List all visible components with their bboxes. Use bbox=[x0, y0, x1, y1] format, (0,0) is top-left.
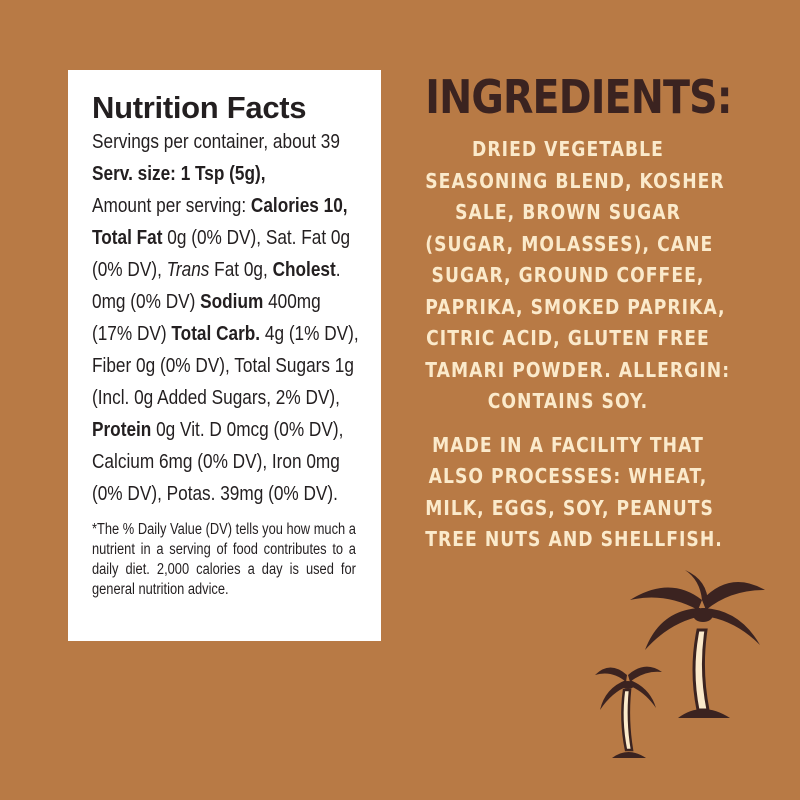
nutrition-text-segment: 0g Vit. D 0mcg (0% DV), bbox=[151, 418, 344, 441]
nutrition-text-segment: Protein bbox=[92, 418, 152, 441]
nutrition-text-segment: 4g (1% DV), bbox=[260, 322, 359, 345]
ingredients-line: SEASONING BLEND, KOSHER bbox=[425, 168, 725, 193]
ingredients-line: CONTAINS SOY. bbox=[487, 389, 649, 413]
nutrition-text-segment: Fat 0g, bbox=[209, 258, 273, 281]
nutrition-line: (17% DV) Total Carb. 4g (1% DV), bbox=[92, 318, 359, 350]
ingredients-title: INGREDIENTS: bbox=[425, 70, 732, 124]
ingredients-line: SUGAR, GROUND COFFEE, bbox=[431, 263, 705, 287]
nutrition-lines: Servings per container, about 39 Serv. si… bbox=[92, 126, 381, 510]
nutrition-line: Fiber 0g (0% DV), Total Sugars 1g bbox=[92, 350, 354, 382]
nutrition-text-segment: (17% DV) bbox=[92, 322, 172, 345]
ingredients-line: PAPRIKA, SMOKED PAPRIKA, bbox=[425, 294, 726, 319]
nutrition-text-segment: Total Fat bbox=[92, 226, 163, 249]
nutrition-text-segment: Serv. size: 1 Tsp (5g), bbox=[92, 162, 266, 185]
ingredients-line: CITRIC ACID, GLUTEN FREE bbox=[426, 326, 710, 350]
nutrition-line: Amount per serving: Calories 10, bbox=[92, 190, 348, 222]
nutrition-line: Servings per container, about 39 bbox=[92, 126, 340, 158]
palm-tree-small-icon bbox=[595, 666, 662, 758]
ingredients-list: DRIED VEGETABLE SEASONING BLEND, KOSHER SA… bbox=[402, 134, 734, 418]
allergen-line: TREE NUTS AND SHELLFISH. bbox=[425, 527, 723, 551]
nutrition-line: Serv. size: 1 Tsp (5g), bbox=[92, 158, 335, 190]
nutrition-text-segment: Calcium 6mg (0% DV), Iron 0mg bbox=[92, 450, 340, 473]
nutrition-text-segment: 0g (0% DV), Sat. Fat 0g bbox=[162, 226, 351, 249]
nutrition-text-segment: Calories 10, bbox=[250, 194, 348, 217]
palm-trees-illustration bbox=[595, 570, 765, 758]
nutrition-text-segment: Total Carb. bbox=[171, 322, 261, 345]
nutrition-line: Total Fat 0g (0% DV), Sat. Fat 0g bbox=[92, 222, 350, 254]
nutrition-facts-panel: Nutrition Facts Servings per container, … bbox=[68, 70, 381, 641]
nutrition-text-segment: Servings per container, about 39 bbox=[92, 130, 340, 153]
allergen-facility-statement: MADE IN A FACILITY THAT ALSO PROCESSES: W… bbox=[402, 430, 734, 556]
nutrition-line: Protein 0g Vit. D 0mcg (0% DV), bbox=[92, 414, 343, 446]
nutrition-text-segment: (0% DV), bbox=[92, 258, 167, 281]
nutrition-facts-title: Nutrition Facts bbox=[92, 90, 307, 125]
nutrition-text-segment: . bbox=[335, 258, 341, 281]
ingredients-section: INGREDIENTS: DRIED VEGETABLE SEASONING BL… bbox=[402, 72, 734, 556]
palm-tree-large-icon bbox=[630, 570, 765, 718]
nutrition-line: (0% DV), Trans Fat 0g, Cholest. bbox=[92, 254, 341, 286]
nutrition-text-segment: (Incl. 0g Added Sugars, 2% DV), bbox=[92, 386, 340, 409]
nutrition-text-segment: Amount per serving: bbox=[92, 194, 251, 217]
nutrition-line: (0% DV), Potas. 39mg (0% DV). bbox=[92, 478, 338, 510]
ingredients-line: DRIED VEGETABLE bbox=[472, 137, 664, 161]
nutrition-line: Calcium 6mg (0% DV), Iron 0mg bbox=[92, 446, 340, 478]
ingredients-line: SALE, BROWN SUGAR bbox=[455, 200, 681, 224]
allergen-line: ALSO PROCESSES: WHEAT, bbox=[428, 464, 708, 488]
nutrition-line: 0mg (0% DV) Sodium 400mg bbox=[92, 286, 335, 318]
nutrition-line: (Incl. 0g Added Sugars, 2% DV), bbox=[92, 382, 340, 414]
nutrition-text-segment: (0% DV), Potas. 39mg (0% DV). bbox=[92, 482, 338, 505]
allergen-line: MADE IN A FACILITY THAT bbox=[432, 432, 704, 457]
nutrition-text-segment: Fiber 0g (0% DV), Total Sugars 1g bbox=[92, 354, 354, 377]
nutrition-text-segment: Cholest bbox=[272, 258, 336, 281]
ingredients-line: (SUGAR, MOLASSES), CANE bbox=[425, 231, 714, 256]
nutrition-text-segment: Sodium bbox=[200, 290, 264, 313]
ingredients-line: TAMARI POWDER. ALLERGIN: bbox=[425, 357, 731, 382]
nutrition-text-segment: 0mg (0% DV) bbox=[92, 290, 201, 313]
nutrition-text-segment: Trans bbox=[166, 258, 210, 281]
allergen-line: MILK, EGGS, SOY, PEANUTS bbox=[425, 495, 714, 520]
daily-value-footnote: *The % Daily Value (DV) tells you how mu… bbox=[92, 521, 356, 598]
nutrition-text-segment: 400mg bbox=[263, 290, 321, 313]
